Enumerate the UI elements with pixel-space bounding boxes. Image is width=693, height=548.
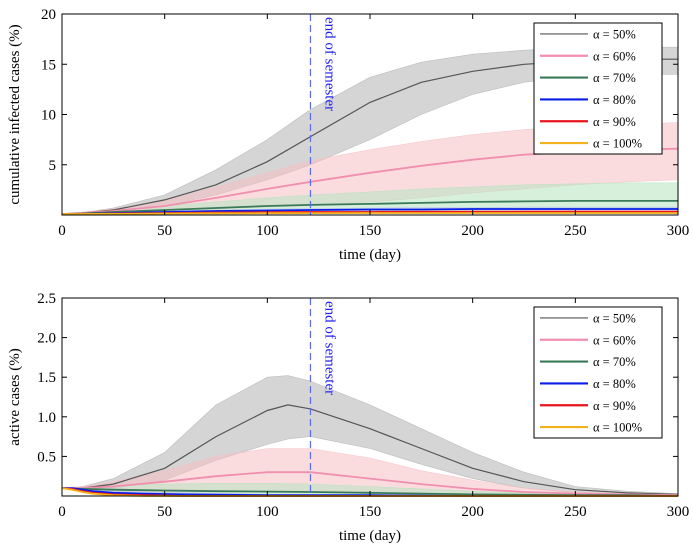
legend-entry-0: α = 50% (593, 27, 636, 41)
legend-entry-4: α = 90% (593, 399, 636, 413)
y-tick-label: 15 (41, 57, 56, 73)
x-tick-label: 50 (157, 504, 172, 520)
y-tick-label: 10 (41, 108, 56, 124)
x-axis-label: time (day) (339, 528, 401, 544)
x-tick-label: 250 (564, 223, 587, 239)
x-tick-label: 300 (667, 223, 690, 239)
y-tick-label: 0.5 (37, 449, 56, 465)
legend-entry-5: α = 100% (593, 137, 642, 151)
y-tick-label: 2.0 (37, 331, 56, 347)
legend-entry-3: α = 80% (593, 93, 636, 107)
x-axis-label: time (day) (339, 247, 401, 263)
legend: α = 50% α = 60% α = 70% α = 80% α = 90% α = 1… (533, 22, 663, 155)
legend-entry-5: α = 100% (593, 421, 642, 435)
end-of-semester-annotation: end of semester (321, 301, 337, 395)
y-tick-label: 2.5 (37, 291, 56, 307)
legend-entry-1: α = 60% (593, 333, 636, 347)
chart-active-cases: 0 50 100 150 200 250 300 0.5 1.0 1.5 2.0 2.5 time … (7, 291, 689, 544)
y-tick-label: 5 (49, 158, 57, 174)
line-series-2 (61, 199, 678, 215)
legend-entry-1: α = 60% (593, 49, 636, 63)
x-tick-label: 300 (667, 504, 690, 520)
x-tick-label: 150 (359, 223, 382, 239)
legend-entry-0: α = 50% (593, 311, 636, 325)
x-tick-label: 200 (461, 223, 484, 239)
x-tick-label: 150 (359, 504, 382, 520)
line-series-5 (62, 212, 678, 215)
legend: α = 50% α = 60% α = 70% α = 80% α = 90% α = 1… (533, 306, 663, 439)
legend-box (533, 22, 663, 155)
line-series-1 (62, 471, 679, 497)
legend-entry-3: α = 80% (593, 377, 636, 391)
legend-entry-2: α = 70% (593, 355, 636, 369)
legend-entry-2: α = 70% (593, 71, 636, 85)
x-tick-label: 0 (58, 504, 66, 520)
y-tick-label: 1.0 (37, 410, 56, 426)
legend-box (533, 306, 663, 439)
y-axis-label: active cases (%) (7, 348, 23, 445)
x-tick-label: 200 (461, 504, 484, 520)
chart-cumulative-infected: 0 50 100 150 200 250 300 5 10 15 20 time (day) cu… (7, 7, 689, 263)
x-tick-label: 50 (157, 223, 172, 239)
x-tick-label: 100 (256, 504, 279, 520)
y-tick-label: 1.5 (37, 370, 56, 386)
x-tick-label: 100 (256, 223, 279, 239)
y-tick-label: 20 (41, 7, 56, 23)
y-axis-label: cumulative infected cases (%) (7, 24, 23, 204)
x-tick-label: 0 (58, 223, 66, 239)
end-of-semester-annotation: end of semester (321, 17, 337, 111)
legend-entry-4: α = 90% (593, 115, 636, 129)
x-tick-label: 250 (564, 504, 587, 520)
